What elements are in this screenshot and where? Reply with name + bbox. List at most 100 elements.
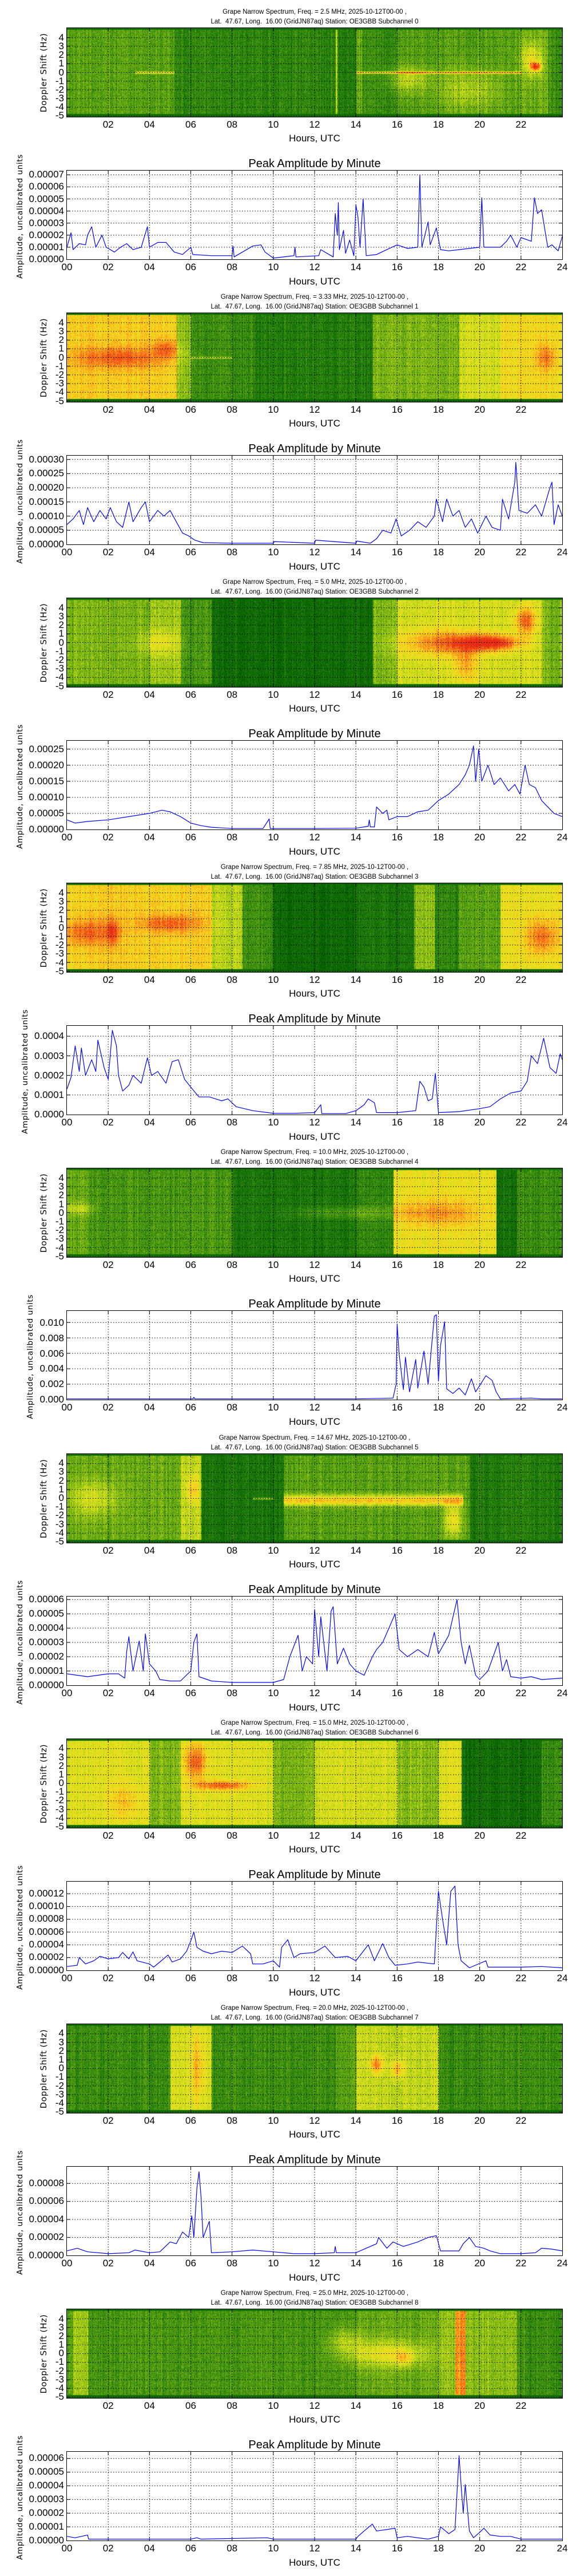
amplitude-x-axis-label: Hours, UTC — [289, 1416, 340, 1428]
spectrogram-title-line1: Grape Narrow Spectrum, Freq. = 7.85 MHz,… — [220, 864, 409, 871]
amplitude-y-axis-label: Amplitude, uncalibrated units — [15, 724, 25, 849]
amplitude-series-line — [67, 1314, 562, 1400]
spectrogram-y-tick-label: 1 — [58, 1768, 64, 1780]
amplitude-series-line — [67, 1885, 562, 1968]
spectrogram-x-tick-label: 20 — [474, 2115, 486, 2126]
spectrogram-y-axis-label: Doppler Shift (Hz) — [39, 2029, 49, 2108]
amplitude-x-tick-label: 22 — [515, 2257, 527, 2269]
amplitude-x-tick-label: 22 — [515, 262, 527, 272]
spectrogram-x-tick-label: 08 — [227, 1830, 238, 1841]
amplitude-x-tick-label: 16 — [391, 1687, 403, 1698]
amplitude-plot — [66, 1310, 563, 1401]
amplitude-x-tick-label: 08 — [227, 262, 238, 272]
spectrogram-x-tick-label: 14 — [350, 1830, 362, 1841]
amplitude-x-tick-label: 16 — [391, 1402, 403, 1413]
amplitude-x-tick-label: 12 — [309, 1972, 320, 1984]
grape-panel-0: Grape Narrow Spectrum, Freq. = 2.5 MHz, … — [0, 7, 572, 293]
spectrogram-y-tick-label: 3 — [58, 1181, 64, 1192]
spectrogram-x-tick-label: 22 — [515, 2400, 527, 2411]
amplitude-y-tick-label: 0.006 — [39, 1348, 64, 1359]
amplitude-x-tick-label: 10 — [268, 1687, 279, 1698]
spectrogram-y-tick-label: -3 — [55, 378, 64, 389]
amplitude-x-tick-label: 04 — [144, 1117, 155, 1128]
amplitude-x-tick-label: 16 — [391, 262, 403, 272]
spectrogram-x-tick-label: 12 — [309, 1259, 320, 1271]
amplitude-x-tick-label: 18 — [433, 1687, 444, 1698]
amplitude-y-tick-label: 0.00005 — [29, 1607, 64, 1619]
spectrogram-y-tick-label: 2 — [58, 1475, 64, 1486]
spectrogram-x-axis-label: Hours, UTC — [289, 988, 340, 999]
amplitude-x-tick-label: 12 — [309, 1117, 320, 1128]
grape-panel-1: Grape Narrow Spectrum, Freq. = 3.33 MHz,… — [0, 293, 572, 578]
spectrogram-title-line2: Lat. 47.67, Long. 16.00 (GridJN87aq) Sta… — [210, 874, 419, 881]
spectrogram-x-tick-label: 10 — [268, 1830, 279, 1841]
amplitude-y-tick-label: 0.00005 — [29, 193, 64, 204]
spectrogram-x-tick-label: 16 — [391, 2115, 403, 2126]
spectrogram-x-tick-label: 02 — [102, 1830, 114, 1841]
spectrogram-x-tick-label: 22 — [515, 1830, 527, 1841]
spectrogram-y-tick-label: 3 — [58, 2321, 64, 2333]
amplitude-x-axis-label: Hours, UTC — [289, 1701, 340, 1713]
amplitude-x-axis-label: Hours, UTC — [289, 276, 340, 287]
amplitude-x-tick-label: 04 — [144, 2542, 155, 2554]
amplitude-y-tick-label: 0.00001 — [29, 241, 64, 252]
amplitude-series-line — [67, 174, 562, 259]
amplitude-y-tick-label: 0.00015 — [29, 496, 64, 507]
amplitude-x-tick-label: 16 — [391, 2257, 403, 2269]
spectrogram-y-tick-label: 4 — [58, 31, 64, 43]
amplitude-x-tick-label: 24 — [557, 1117, 568, 1128]
spectrogram-y-tick-label: 3 — [58, 326, 64, 337]
amplitude-plot — [66, 170, 563, 260]
spectrogram-y-tick-label: -2 — [55, 84, 64, 95]
spectrogram-y-tick-label: -3 — [55, 948, 64, 959]
spectrogram-y-tick-label: -2 — [55, 1510, 64, 1521]
spectrogram-y-tick-label: -3 — [55, 663, 64, 674]
spectrogram-x-tick-label: 18 — [433, 1544, 444, 1556]
amplitude-x-tick-label: 12 — [309, 1687, 320, 1698]
amplitude-chart-title: Peak Amplitude by Minute — [248, 2153, 381, 2166]
amplitude-y-tick-label: 0.00006 — [29, 2195, 64, 2207]
amplitude-x-tick-label: 20 — [474, 1972, 486, 1984]
amplitude-y-tick-label: 0.00010 — [29, 1901, 64, 1912]
spectrogram-x-tick-label: 08 — [227, 119, 238, 130]
spectrogram-x-tick-label: 02 — [102, 1544, 114, 1556]
spectrogram-y-tick-label: 2 — [58, 1190, 64, 1201]
amplitude-y-tick-label: 0.004 — [39, 1363, 64, 1374]
spectrogram-y-tick-label: -5 — [55, 965, 64, 977]
amplitude-x-tick-label: 24 — [557, 547, 568, 558]
spectrogram-x-tick-label: 12 — [309, 974, 320, 986]
amplitude-x-tick-label: 20 — [474, 1402, 486, 1413]
spectrogram-y-tick-label: 3 — [58, 611, 64, 622]
spectrogram-x-tick-label: 06 — [185, 119, 196, 130]
spectrogram-x-tick-label: 10 — [268, 2115, 279, 2126]
amplitude-x-tick-label: 04 — [144, 262, 155, 272]
amplitude-x-tick-label: 20 — [474, 832, 486, 843]
amplitude-x-tick-label: 20 — [474, 2257, 486, 2269]
spectrogram-x-tick-label: 06 — [185, 974, 196, 986]
spectrogram-plot — [66, 1453, 563, 1543]
spectrogram-title-line2: Lat. 47.67, Long. 16.00 (GridJN87aq) Sta… — [210, 303, 419, 311]
amplitude-y-axis-label: Amplitude, uncalibrated units — [15, 154, 25, 279]
spectrogram-y-tick-label: 3 — [58, 1751, 64, 1763]
spectrogram-y-tick-label: -1 — [55, 2071, 64, 2083]
spectrogram-y-tick-label: 3 — [58, 896, 64, 907]
spectrogram-x-tick-label: 20 — [474, 1544, 486, 1556]
grape-panel-8: Grape Narrow Spectrum, Freq. = 25.0 MHz,… — [0, 2289, 572, 2574]
amplitude-x-tick-label: 24 — [557, 832, 568, 843]
amplitude-x-tick-label: 00 — [61, 547, 73, 558]
amplitude-y-tick-label: 0.00000 — [29, 1679, 64, 1690]
spectrogram-x-tick-label: 02 — [102, 1259, 114, 1271]
amplitude-x-tick-label: 00 — [61, 1402, 73, 1413]
spectrogram-y-tick-label: -2 — [55, 369, 64, 380]
spectrogram-y-tick-label: 4 — [58, 2028, 64, 2039]
amplitude-y-axis-label: Amplitude, uncalibrated units — [15, 2150, 25, 2275]
amplitude-x-tick-label: 08 — [227, 1402, 238, 1413]
spectrogram-y-tick-label: 2 — [58, 2330, 64, 2341]
amplitude-x-tick-label: 06 — [185, 1687, 196, 1698]
amplitude-x-tick-label: 18 — [433, 1117, 444, 1128]
spectrogram-x-axis-label: Hours, UTC — [289, 1558, 340, 1570]
grape-panel-6: Grape Narrow Spectrum, Freq. = 15.0 MHz,… — [0, 1718, 572, 2004]
spectrogram-y-tick-label: 4 — [58, 602, 64, 613]
amplitude-x-tick-label: 14 — [350, 547, 362, 558]
amplitude-x-tick-label: 02 — [102, 262, 114, 272]
